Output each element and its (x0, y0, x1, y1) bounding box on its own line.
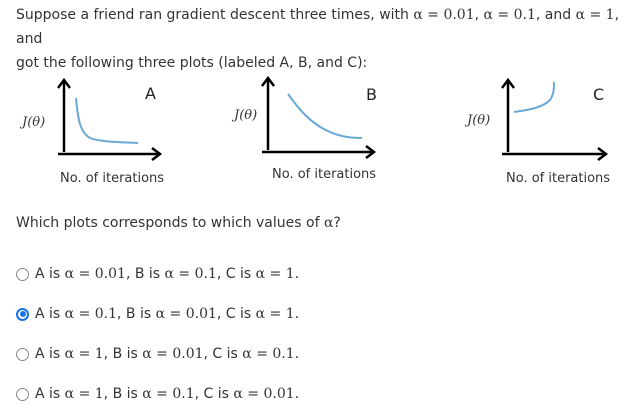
plot-letter: C (593, 85, 605, 104)
option-value: α = 0.1 (64, 306, 118, 322)
x-axis-label: No. of iterations (272, 167, 377, 182)
y-axis-label: J(θ) (22, 115, 46, 130)
option-value: α = 0.01 (233, 386, 295, 402)
option-value: α = 0.1 (242, 346, 295, 362)
x-axis-arrow (597, 147, 609, 161)
option-text: A is (35, 266, 65, 282)
alpha-value-3: α = 1 (575, 7, 615, 23)
option-text: , B is (103, 346, 143, 362)
option-text: , B is (117, 306, 156, 322)
plot-a: A J(θ) No. of iterations (20, 70, 180, 200)
question-prompt: Which plots corresponds to which values … (16, 215, 341, 231)
cost-curve (287, 93, 363, 139)
option-text: . (294, 306, 300, 322)
cost-curve (75, 97, 139, 144)
question-line2-text: got the following three plots (labeled A… (16, 55, 368, 71)
radio-button-selected[interactable] (16, 307, 29, 321)
option-text: . (294, 386, 300, 402)
option-value: α = 0.01 (142, 346, 204, 362)
alpha-value-2: α = 0.1 (483, 7, 536, 23)
option-value: α = 1 (255, 266, 295, 282)
option-label[interactable]: A is α = 1, B is α = 0.01, C is α = 0.1. (35, 346, 299, 362)
question-text: Suppose a friend ran gradient descent th… (16, 3, 636, 75)
question-separator-1: , (474, 7, 484, 23)
prompt-alpha: α (323, 215, 334, 231)
option-value: α = 0.01 (64, 266, 126, 282)
question-line1-end: , and (16, 7, 620, 47)
option-value: α = 0.1 (142, 386, 195, 402)
plot-letter: A (145, 84, 156, 103)
question-line1-text: Suppose a friend ran gradient descent th… (16, 7, 414, 23)
option-text: A is (35, 346, 65, 362)
option-value: α = 1 (64, 386, 104, 402)
plot-a-graphic (57, 77, 163, 161)
answer-option-2[interactable]: A is α = 0.1, B is α = 0.01, C is α = 1. (16, 302, 299, 326)
radio-button[interactable] (16, 347, 29, 361)
y-axis-label: J(θ) (234, 108, 258, 123)
prompt-text: Which plots corresponds to which values … (16, 215, 324, 231)
option-text: , B is (125, 266, 165, 282)
answer-option-4[interactable]: A is α = 1, B is α = 0.1, C is α = 0.01. (16, 382, 299, 406)
cost-curve (513, 81, 555, 113)
option-value: α = 1 (255, 306, 295, 322)
option-text: , C is (203, 346, 243, 362)
option-text: A is (35, 306, 65, 322)
alpha-value-1: α = 0.01 (413, 7, 475, 23)
option-text: . (294, 266, 300, 282)
option-label[interactable]: A is α = 0.01, B is α = 0.1, C is α = 1. (35, 266, 299, 282)
plot-b-graphic (261, 75, 377, 159)
answer-option-1[interactable]: A is α = 0.01, B is α = 0.1, C is α = 1. (16, 262, 299, 286)
option-text: . (294, 346, 300, 362)
plot-letter: B (366, 85, 377, 104)
y-axis-arrow (501, 77, 515, 89)
x-axis-arrow (365, 145, 377, 159)
y-axis-arrow (261, 75, 275, 87)
question-separator-2: , and (535, 7, 576, 23)
option-text: , C is (216, 306, 256, 322)
x-axis-label: No. of iterations (506, 171, 611, 186)
prompt-end: ? (333, 215, 341, 231)
option-text: A is (35, 386, 65, 402)
plot-b: B J(θ) No. of iterations (232, 68, 402, 198)
option-text: , B is (103, 386, 143, 402)
option-text: , C is (194, 386, 234, 402)
plot-c-graphic (501, 77, 609, 161)
answer-option-3[interactable]: A is α = 1, B is α = 0.01, C is α = 0.1. (16, 342, 299, 366)
option-value: α = 1 (64, 346, 104, 362)
y-axis-arrow (57, 77, 71, 89)
option-label[interactable]: A is α = 1, B is α = 0.1, C is α = 0.01. (35, 386, 299, 402)
radio-button[interactable] (16, 387, 29, 401)
x-axis-arrow (151, 147, 163, 161)
y-axis-label: J(θ) (467, 113, 491, 128)
option-value: α = 0.1 (164, 266, 217, 282)
x-axis-label: No. of iterations (60, 171, 165, 186)
radio-button[interactable] (16, 267, 29, 281)
option-label[interactable]: A is α = 0.1, B is α = 0.01, C is α = 1. (35, 306, 299, 322)
option-value: α = 0.01 (155, 306, 217, 322)
option-text: , C is (216, 266, 256, 282)
plot-c: C J(θ) No. of iterations (466, 70, 636, 200)
